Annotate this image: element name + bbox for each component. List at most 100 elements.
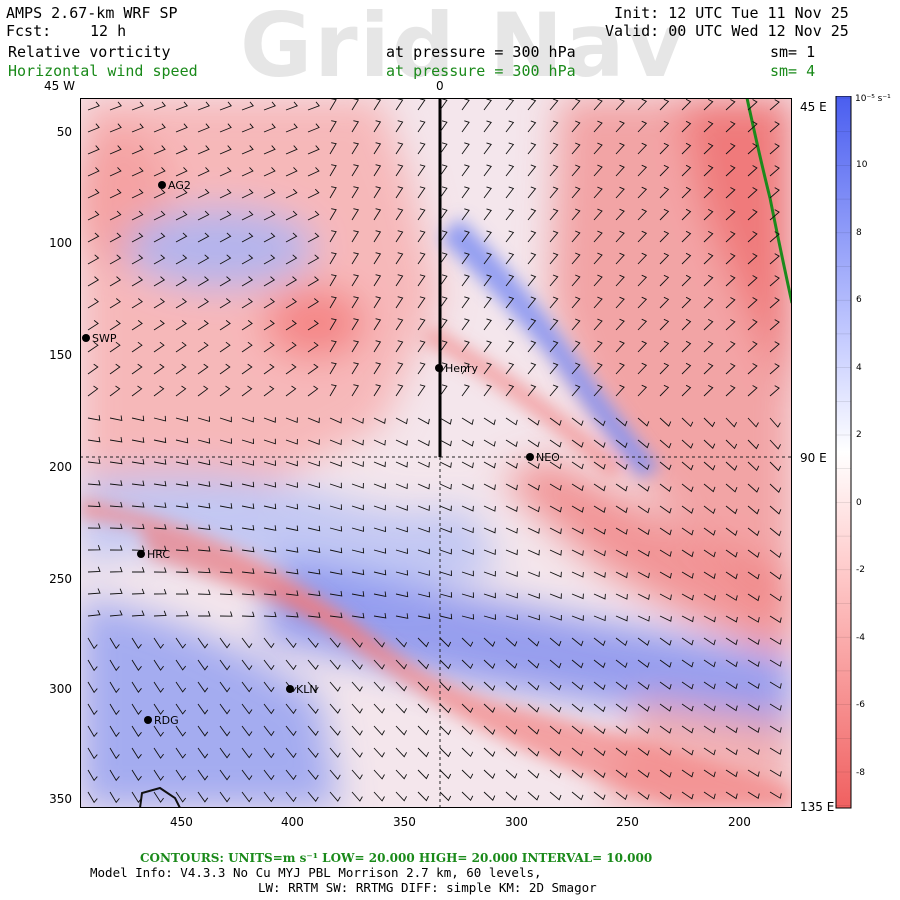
wind-barb [395, 483, 408, 490]
wind-barb [461, 208, 470, 221]
wind-barb [461, 725, 474, 736]
wind-barb [285, 659, 297, 671]
wind-barb [417, 570, 430, 576]
map-frame [80, 98, 792, 808]
wind-barb [593, 615, 606, 622]
wind-barb [637, 439, 650, 449]
wind-barb [197, 254, 210, 265]
station-kln[interactable]: KLN [286, 683, 318, 696]
wind-barb [681, 362, 692, 375]
wind-barb [681, 571, 694, 579]
wind-barb [659, 637, 672, 646]
wind-barb [593, 703, 606, 713]
wind-barb [747, 385, 758, 397]
wind-barb [131, 588, 145, 595]
wind-barb [241, 747, 253, 759]
station-ag2[interactable]: AG2 [158, 179, 191, 192]
wind-barb [241, 481, 255, 488]
wind-barb [505, 340, 515, 353]
wind-barb [593, 681, 606, 691]
wind-barb [637, 549, 650, 557]
wind-barb [175, 747, 187, 759]
wind-barb [351, 461, 364, 468]
wind-barb [351, 747, 363, 758]
wind-barb [593, 725, 606, 735]
wind-barb [725, 121, 736, 133]
wind-barb [307, 341, 319, 353]
wind-barb [153, 545, 167, 552]
vorticity-field: AG2 SWP Henry NEO HRC KLN RDG [80, 98, 792, 808]
station-hrc[interactable]: HRC [137, 548, 170, 561]
wind-barb [175, 681, 187, 693]
station-neo[interactable]: NEO [526, 451, 560, 464]
wind-barb [483, 439, 496, 447]
wind-barb [241, 320, 253, 331]
wind-barb [527, 208, 537, 221]
wind-barb [175, 416, 189, 422]
wind-barb [725, 593, 738, 601]
station-label: RDG [154, 714, 179, 727]
station-henry[interactable]: Henry [435, 362, 479, 375]
wind-barb [132, 567, 145, 573]
wind-barb [87, 123, 100, 133]
wind-barb [329, 725, 341, 736]
wind-barb [505, 439, 518, 448]
wind-barb [637, 725, 650, 734]
wind-barb [109, 188, 122, 199]
wind-barb [637, 186, 648, 199]
wind-barb [373, 120, 382, 133]
station-label: AG2 [168, 179, 191, 192]
wind-barb [329, 384, 337, 397]
wind-barb [461, 164, 470, 177]
wind-barb [241, 341, 253, 353]
wind-barb [703, 483, 716, 493]
wind-barb [109, 385, 121, 397]
y-tick-label: 50 [56, 125, 72, 139]
wind-barb [351, 230, 360, 243]
wind-barb [505, 98, 515, 111]
field2-smoothing: sm= 4 [770, 62, 816, 80]
wind-barb [395, 681, 407, 692]
y-tick-label: 150 [49, 348, 72, 362]
wind-barb [681, 791, 694, 800]
wind-barb [197, 589, 211, 595]
wind-barb [659, 703, 672, 712]
wind-barb [769, 505, 782, 515]
wind-barb [637, 681, 650, 690]
wind-barb [263, 611, 277, 618]
wind-barb [131, 480, 145, 487]
wind-barb [505, 725, 518, 735]
wind-barb [439, 725, 452, 736]
wind-barb [681, 593, 694, 601]
wind-barb [263, 659, 275, 671]
wind-barb [307, 725, 319, 736]
wind-barb [395, 340, 404, 353]
station-swp[interactable]: SWP [82, 332, 117, 345]
wind-barb [395, 747, 407, 758]
wind-barb [615, 142, 625, 155]
wind-barb [769, 275, 780, 287]
wind-barb [175, 703, 187, 715]
wind-barb [461, 230, 470, 243]
wind-barb [87, 145, 100, 155]
wind-barb [483, 230, 492, 243]
wind-barb [263, 101, 276, 111]
wind-barb [659, 527, 672, 536]
wind-barb [263, 725, 275, 737]
wind-barb [131, 610, 145, 617]
wind-barb [703, 230, 714, 243]
wind-barb [241, 725, 253, 737]
wind-barb [461, 274, 470, 287]
wind-barb [439, 318, 448, 331]
station-rdg[interactable]: RDG [144, 714, 179, 727]
wind-barb [417, 725, 430, 736]
wind-barb [263, 568, 277, 575]
wind-barb [417, 461, 430, 468]
wind-barb [505, 362, 515, 375]
vorticity-map[interactable]: AG2 SWP Henry NEO HRC KLN RDG [80, 98, 792, 808]
wind-barb [351, 547, 365, 554]
wind-barb [483, 186, 492, 199]
wind-barb [659, 142, 670, 155]
wind-barb [109, 523, 123, 529]
wind-barb [505, 681, 518, 691]
